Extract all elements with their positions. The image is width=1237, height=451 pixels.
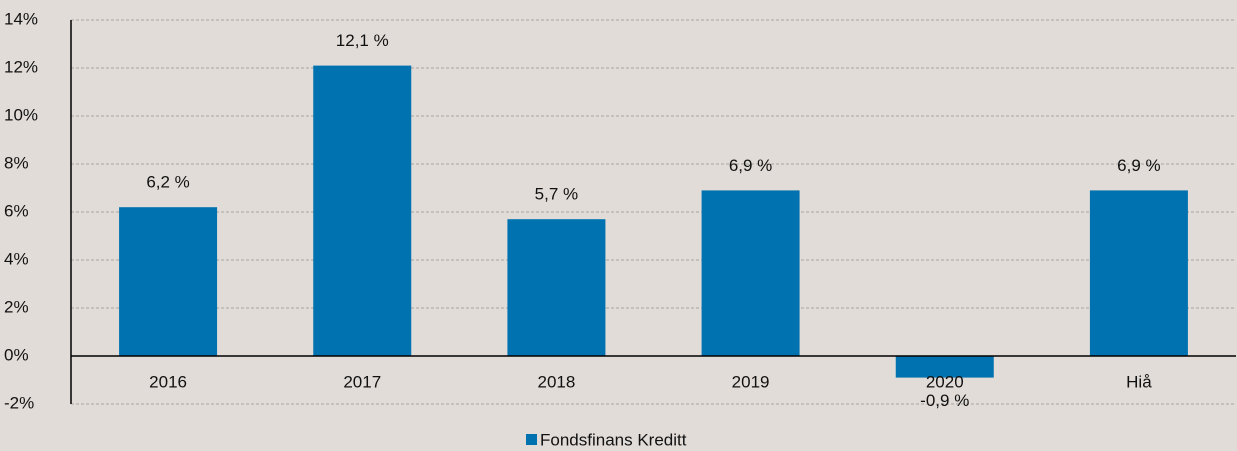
bar (507, 219, 606, 356)
x-tick-label: 2020 (926, 372, 964, 391)
x-tick-label: Hiå (1126, 372, 1152, 391)
y-tick-label: 4% (4, 249, 29, 268)
bar (895, 356, 994, 378)
y-tick-label: 12% (4, 57, 38, 76)
value-label: 12,1 % (336, 31, 389, 50)
y-tick-label: 2% (4, 297, 29, 316)
bar (313, 65, 412, 356)
y-tick-label: -2% (4, 393, 34, 412)
x-tick-label: 2019 (732, 372, 770, 391)
y-tick-label: 0% (4, 345, 29, 364)
y-tick-label: 6% (4, 201, 29, 220)
bar (119, 207, 218, 356)
value-label: 6,9 % (1117, 156, 1160, 175)
x-tick-label: 2017 (343, 372, 381, 391)
y-tick-label: 8% (4, 153, 29, 172)
value-label: 6,9 % (729, 156, 772, 175)
x-tick-label: 2016 (149, 372, 187, 391)
value-label: 6,2 % (146, 173, 189, 192)
legend-swatch (526, 434, 537, 445)
bar (1089, 190, 1188, 356)
value-label: 5,7 % (535, 185, 578, 204)
y-tick-label: 14% (4, 9, 38, 28)
value-label: -0,9 % (920, 391, 969, 410)
x-tick-label: 2018 (538, 372, 576, 391)
legend-label: Fondsfinans Kreditt (540, 430, 687, 449)
y-tick-label: 10% (4, 105, 38, 124)
bar (701, 190, 800, 356)
